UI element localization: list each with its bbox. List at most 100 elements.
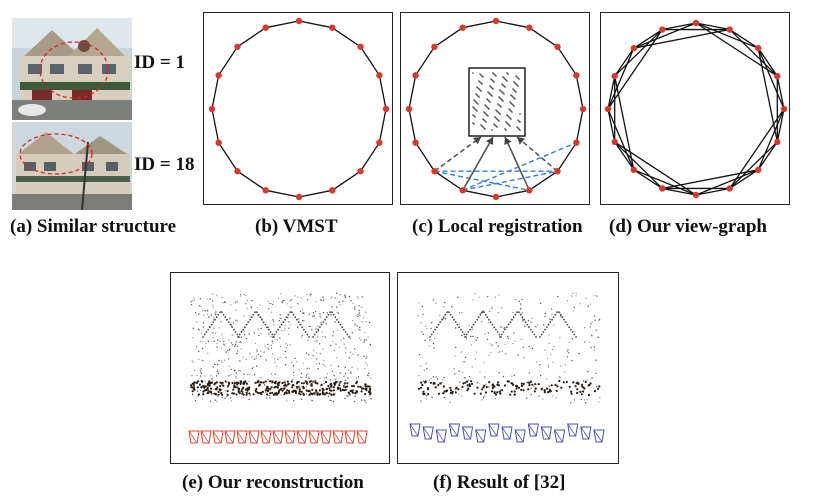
cloud-point xyxy=(564,371,566,373)
cloud-point xyxy=(559,365,562,367)
cloud-point xyxy=(218,388,221,391)
cloud-point xyxy=(232,344,234,346)
cloud-point xyxy=(236,386,239,389)
cloud-point xyxy=(365,387,368,390)
cloud-point xyxy=(298,388,301,391)
roof-point xyxy=(465,333,468,336)
camera-frustum xyxy=(540,426,553,440)
cloud-point xyxy=(318,389,321,392)
graph-edge xyxy=(607,29,663,110)
cloud-point xyxy=(356,295,358,298)
cloud-point xyxy=(312,312,315,314)
cloud-point xyxy=(278,319,281,322)
cloud-point xyxy=(209,400,212,402)
roof-point xyxy=(334,316,337,319)
cloud-point xyxy=(308,367,311,370)
cloud-point xyxy=(270,344,273,347)
graph-node xyxy=(659,185,666,192)
cloud-point xyxy=(223,344,226,346)
cloud-point xyxy=(289,306,291,309)
caption-e: (e) Our reconstruction xyxy=(182,472,364,493)
roof-point xyxy=(434,328,436,331)
cloud-point xyxy=(564,364,567,366)
inset-point xyxy=(484,128,486,130)
roof-point xyxy=(516,311,518,314)
cloud-point xyxy=(302,362,304,364)
cloud-point xyxy=(591,321,593,323)
cloud-point xyxy=(344,372,347,375)
cloud-point xyxy=(264,380,267,383)
cloud-point xyxy=(228,365,230,367)
cloud-point xyxy=(301,334,303,337)
cloud-point xyxy=(457,388,460,391)
id-label-bottom: ID = 18 xyxy=(134,154,195,175)
cloud-point xyxy=(283,327,286,330)
cloud-point xyxy=(343,375,345,378)
cloud-point xyxy=(494,398,497,400)
cloud-point xyxy=(521,298,523,301)
cloud-point xyxy=(281,329,283,332)
cloud-point xyxy=(595,372,597,375)
cloud-point xyxy=(521,318,524,320)
cloud-point xyxy=(309,325,312,328)
cloud-point xyxy=(324,377,326,379)
cloud-point xyxy=(277,383,280,386)
cloud-point xyxy=(568,341,571,343)
inset-point xyxy=(517,127,519,129)
cloud-point xyxy=(370,397,372,400)
cloud-point xyxy=(593,346,595,348)
cloud-point xyxy=(291,362,293,364)
cloud-point xyxy=(474,293,476,295)
cloud-point xyxy=(251,356,253,358)
cloud-point xyxy=(476,386,479,389)
graph-node xyxy=(295,17,303,25)
cloud-point xyxy=(246,299,249,302)
cloud-point xyxy=(218,390,221,393)
roof-point xyxy=(271,333,274,336)
cloud-point xyxy=(357,385,360,388)
roof-point xyxy=(547,323,550,326)
roof-point xyxy=(481,311,483,314)
cloud-point xyxy=(346,385,349,388)
inset-point xyxy=(501,99,503,101)
inset-point xyxy=(479,81,481,83)
cloud-point xyxy=(462,371,464,374)
cloud-point xyxy=(338,346,340,348)
cloud-point xyxy=(574,330,576,333)
roof-point xyxy=(539,336,541,338)
cloud-point xyxy=(357,314,359,316)
inset-point xyxy=(493,123,495,125)
inset-point xyxy=(491,129,493,131)
cloud-point xyxy=(302,393,305,396)
cloud-point xyxy=(468,383,471,386)
cloud-point xyxy=(280,317,282,320)
roof-point xyxy=(297,321,300,323)
graph-edge xyxy=(462,189,497,198)
caption-a: (a) Similar structure xyxy=(10,216,177,237)
cloud-point xyxy=(232,392,235,395)
roof-point xyxy=(499,336,501,338)
cloud-point xyxy=(191,390,194,393)
roof-point xyxy=(533,333,536,336)
roof-point xyxy=(244,326,246,328)
cloud-point xyxy=(322,363,325,366)
cloud-point xyxy=(360,306,363,308)
graph-edge xyxy=(462,20,497,29)
cloud-point xyxy=(435,376,437,378)
cloud-point xyxy=(429,339,431,341)
roof-point xyxy=(272,336,274,338)
cloud-point xyxy=(275,365,278,368)
cloud-point xyxy=(369,392,372,395)
cloud-point xyxy=(228,348,231,351)
cloud-point xyxy=(598,318,601,321)
inset-point xyxy=(516,126,518,128)
cloud-point xyxy=(420,381,423,384)
inset-point xyxy=(511,95,513,97)
cloud-point xyxy=(336,387,340,390)
cloud-point xyxy=(249,352,251,355)
inset-point xyxy=(509,109,511,111)
roof-point xyxy=(268,328,270,331)
cloud-point xyxy=(265,391,267,394)
cloud-point xyxy=(203,314,205,316)
cloud-point xyxy=(300,376,302,379)
